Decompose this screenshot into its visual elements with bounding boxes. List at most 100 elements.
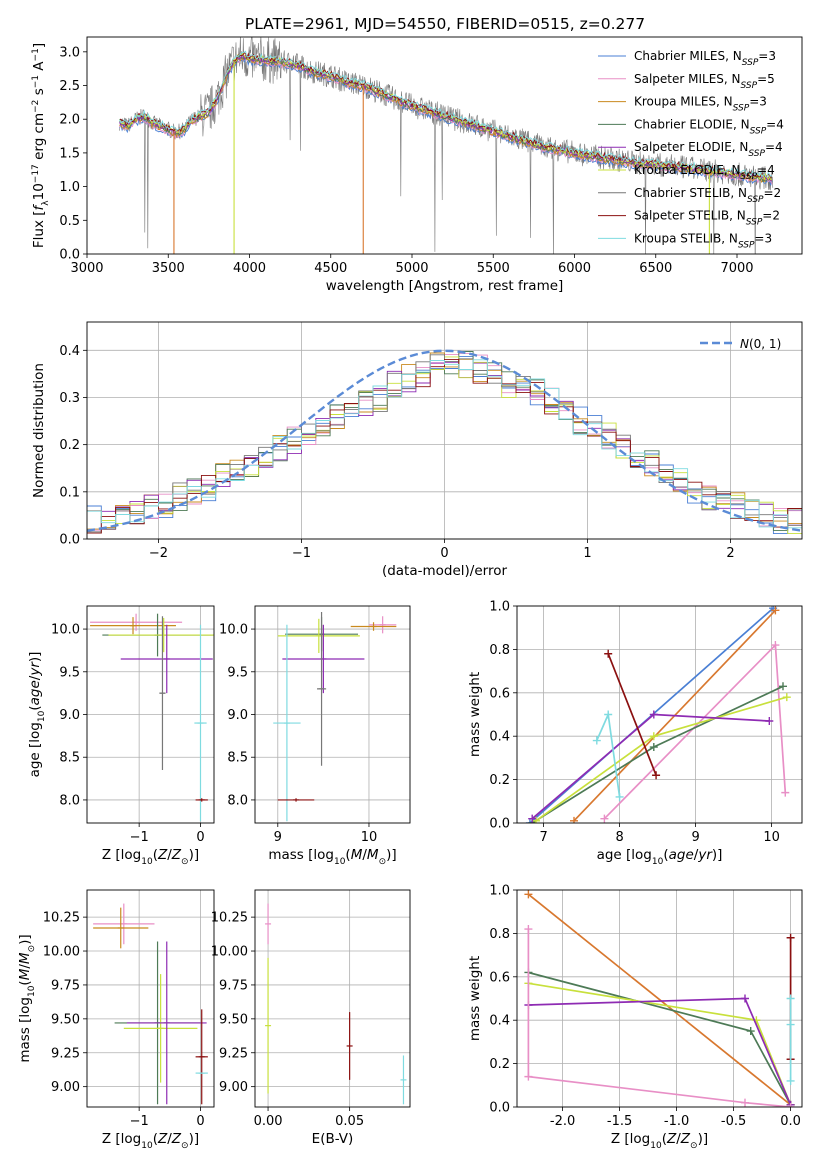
y-tick-label: 0.0 [59,533,80,548]
series-marker [786,994,795,1003]
weight-lines [524,890,795,1107]
y-tick-label: 1.0 [489,600,510,615]
errorbar-kroupa_elodie [123,974,198,1083]
series-marker [786,1076,795,1085]
x-tick-label: 3500 [152,261,185,276]
y-tick-label: 9.25 [219,1046,248,1061]
errorbar-chabrier_stelib [159,616,166,771]
y-tick-label: 0.4 [489,1014,510,1029]
x-axis-label: Z [log10(Z/Z⊙)] [102,847,199,867]
x-tick-label: 9 [274,830,282,845]
y-tick-label: 8.5 [227,751,248,766]
histograms [87,349,802,535]
observed-spectrum [119,37,774,254]
errorbar-salpeter_elodie [120,624,213,694]
y-tick-label: 0.4 [489,730,510,745]
x-tick-label: 9 [691,830,699,845]
series-marker [779,682,787,691]
legend-entry: Chabrier ELODIE, NSSP=4 [634,117,784,136]
x-axis-label: age [log10(age/yr)] [597,847,723,867]
axes-frame [86,321,803,540]
x-tick-label: 0.05 [335,1114,364,1129]
model-line-kroupa_stelib [119,50,773,178]
series-line-salpeter_elodie [528,997,792,1106]
legend-entry: N(0, 1) [740,337,781,351]
y-tick-label: 0.1 [59,485,80,500]
x-tick-label: 0 [440,546,448,561]
errorbar-kroupa_elodie [108,617,214,653]
legend-entry: Salpeter STELIB, NSSP=2 [634,209,780,228]
y-tick-label: 0.3 [59,391,80,406]
spectrum-panel: 3000 3500 4000 4500 5000 5500 6000 6500 7000 0.0 0… [31,36,803,294]
x-axis-label: E(B-V) [312,1131,354,1147]
y-tick-label: 9.75 [219,978,248,993]
x-tick-label: 7000 [720,261,753,276]
y-axis-label: mass [log10(M/M⊙)] [17,934,37,1062]
series-marker [741,994,749,1003]
series-marker [771,641,780,650]
series-marker [786,1103,795,1107]
legend-entry: Kroupa MILES, NSSP=3 [634,95,767,114]
y-tick-label: 9.75 [51,978,80,993]
series-line-orange_line [527,893,792,1106]
x-axis-label: mass [log10(M/M⊙)] [268,847,396,867]
mass_vs_EBV-panel: 0.00 0.05 9.00 9.25 9.50 9.75 10.00 10.25 E(B-V) [211,889,411,1147]
x-axis-label: wavelength [Angstrom, rest frame] [326,278,564,294]
x-tick-label: −1 [292,546,311,561]
x-tick-label: 8 [615,830,623,845]
age_vs_mass-panel: 9 10 8.0 8.5 9.0 9.5 10.0 mass [log10(M/M⊙)] [219,605,411,867]
errorbar-salpeter_elodie [126,941,207,1105]
x-tick-label: 10 [361,830,378,845]
errorbar-salpeter_stelib [195,1009,208,1105]
x-tick-label: −1 [130,830,149,845]
series-marker [570,816,578,823]
series-marker [781,788,790,797]
x-tick-label: 4500 [314,261,347,276]
x-tick-label: -2.0 [550,1114,575,1129]
errorbar-kroupa_miles [93,907,149,949]
errorbar-kroupa_stelib [273,624,301,822]
age_vs_Z-panel: −1 0 8.0 8.5 9.0 9.5 10.0 Z [log10(Z/Z⊙)] age [l… [27,605,215,867]
errorbar-kroupa_miles [350,622,397,631]
errorbar-kroupa_miles [90,617,176,635]
errorbar-kroupa_elodie [265,957,272,1094]
y-tick-label: 10.25 [43,911,80,926]
x-tick-label: 5000 [395,261,428,276]
series-line-salpeter_stelib [607,653,657,776]
y-tick-label: 0.6 [489,970,510,985]
y-tick-label: 0.0 [59,248,80,263]
y-axis-label: age [log10(age/yr)] [27,652,47,778]
y-tick-label: 2.5 [59,79,80,94]
errorbar-salpeter_miles [93,903,155,945]
y-tick-label: 1.5 [59,146,80,161]
series-marker [786,933,795,942]
y-tick-label: 8.0 [227,793,248,808]
y-tick-label: 9.50 [51,1012,80,1027]
y-tick-label: 0.2 [489,773,510,788]
x-tick-label: 6000 [558,261,591,276]
legend-entry: Salpeter ELODIE, NSSP=4 [634,140,783,159]
axes-frame [254,889,411,1108]
y-tick-label: 10.00 [43,945,80,960]
series-line-chabrier_elodie [531,685,784,823]
y-axis-label: Normed distribution [31,363,47,498]
x-tick-label: 7 [539,830,547,845]
errorbar-salpeter_stelib [277,798,315,802]
series-marker [652,771,661,780]
legend-entry: Salpeter MILES, NSSP=5 [634,72,775,91]
mass_vs_Z-panel: −1 0 9.00 9.25 9.50 9.75 10.00 10.25 Z [log10(Z/… [17,889,215,1151]
axes-frame [86,889,215,1108]
series-marker [771,606,780,615]
series-line-salpeter_miles [603,643,787,820]
x-axis-label: (data-model)/error [382,563,508,579]
x-tick-label: 0 [196,1114,204,1129]
y-tick-label: 9.5 [227,665,248,680]
errorbar-kroupa_elodie [277,618,360,653]
y-tick-label: 3.0 [59,45,80,60]
legend-entry: Chabrier MILES, NSSP=3 [634,49,776,68]
series-marker [524,925,533,934]
y-tick-label: 9.0 [227,708,248,723]
errorbar-salpeter_miles [265,903,272,945]
y-tick-label: 10.0 [51,623,80,638]
